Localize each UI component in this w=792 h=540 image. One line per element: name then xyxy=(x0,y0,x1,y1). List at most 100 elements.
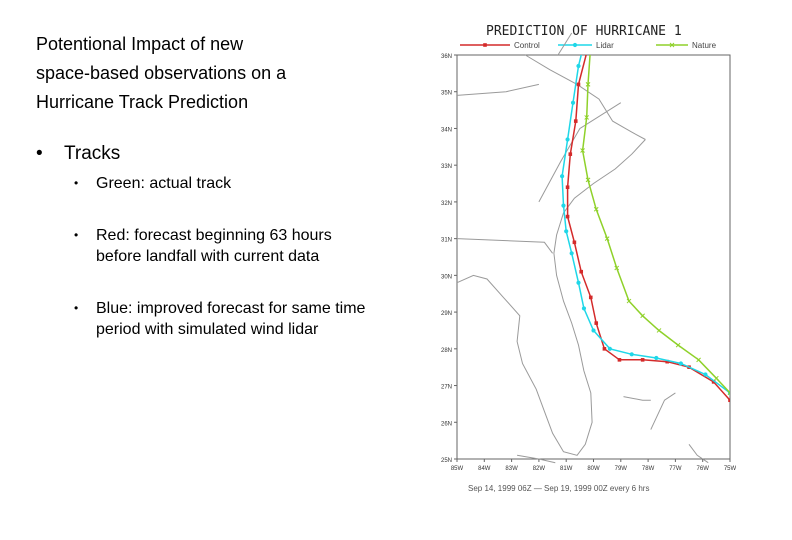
track-point-nature xyxy=(626,298,632,304)
bullet-dot: • xyxy=(36,143,43,164)
track-point-nature xyxy=(585,177,591,183)
track-point-lidar xyxy=(654,355,659,361)
x-tick-label: 81W xyxy=(560,466,573,472)
y-tick-label: 32N xyxy=(441,201,452,207)
track-point-nature xyxy=(593,206,599,212)
track-point-lidar xyxy=(591,328,596,333)
track-point-control xyxy=(665,359,670,364)
y-tick-label: 30N xyxy=(441,274,452,280)
coastline-segment xyxy=(525,54,646,140)
slide-title-line: Hurricane Track Prediction xyxy=(36,92,249,112)
y-tick-label: 34N xyxy=(441,127,452,133)
track-point-control xyxy=(588,295,593,300)
track-nature xyxy=(581,55,730,394)
x-tick-label: 77W xyxy=(669,466,682,472)
bullet-dot: • xyxy=(74,176,79,190)
track-point-lidar xyxy=(607,346,612,351)
legend-marker xyxy=(483,43,487,47)
x-tick-label: 78W xyxy=(642,466,655,472)
track-point-nature xyxy=(580,148,585,153)
coastline xyxy=(456,32,709,464)
track-point-lidar xyxy=(576,280,581,285)
bullet-dot: • xyxy=(74,301,79,315)
track-point-control xyxy=(565,185,570,190)
y-tick-label: 35N xyxy=(441,91,452,97)
x-tick-label: 79W xyxy=(615,466,628,472)
legend-label: Lidar xyxy=(596,41,614,50)
track-point-nature xyxy=(713,375,719,381)
legend-marker xyxy=(572,42,578,48)
track-point-control xyxy=(617,358,622,362)
sub-bullet-line: period with simulated wind lidar xyxy=(96,321,319,338)
y-tick-label: 29N xyxy=(441,311,452,317)
bullet-dot: • xyxy=(74,228,79,242)
sub-bullet-line: Red: forecast beginning 63 hours xyxy=(96,227,332,244)
track-point-nature xyxy=(604,236,610,241)
y-tick-label: 28N xyxy=(441,348,452,354)
track-point-control xyxy=(728,398,730,403)
track-point-nature xyxy=(614,265,620,271)
track-point-nature xyxy=(727,390,730,396)
x-tick-label: 80W xyxy=(587,466,600,472)
coastline-segment xyxy=(650,392,676,430)
y-tick-label: 36N xyxy=(441,54,452,60)
x-tick-label: 82W xyxy=(533,466,546,472)
legend-marker xyxy=(669,42,675,48)
track-point-control xyxy=(565,214,570,219)
map-title: PREDICTION OF HURRICANE 1 xyxy=(486,24,682,39)
track-point-nature xyxy=(656,328,662,333)
coastline-segment xyxy=(688,444,709,464)
track-point-lidar xyxy=(629,352,634,357)
bullet-label: Tracks xyxy=(64,143,121,164)
y-tick-label: 31N xyxy=(441,238,452,244)
axis-ticks: 25N 26N 27N 28N 29N 30N 31N 32N 33N 34N 35N 36N 85W 8… xyxy=(441,54,736,472)
track-point-nature xyxy=(584,115,590,120)
sub-bullet-line: Blue: improved forecast for same time xyxy=(96,300,366,317)
y-tick-label: 33N xyxy=(441,164,452,170)
coastline-segment xyxy=(456,139,646,456)
tracks xyxy=(560,46,730,403)
coastline-segment xyxy=(456,238,554,254)
track-point-nature xyxy=(585,82,591,87)
x-tick-label: 75W xyxy=(724,466,736,472)
track-point-lidar xyxy=(678,361,683,366)
coastline-segment xyxy=(538,102,622,203)
y-tick-label: 26N xyxy=(441,421,452,427)
slide-title: Potentional Impact of new space-based ob… xyxy=(36,30,396,117)
track-point-control xyxy=(586,46,590,50)
map-frame xyxy=(456,54,731,460)
x-tick-label: 83W xyxy=(505,466,518,472)
track-point-control xyxy=(640,358,645,362)
x-tick-label: 84W xyxy=(478,466,491,472)
coastline-segment xyxy=(557,32,573,56)
map-caption: Sep 14, 1999 06Z — Sep 19, 1999 00Z ever… xyxy=(468,484,649,493)
sub-bullet-line: before landfall with current data xyxy=(96,248,320,265)
track-point-nature xyxy=(675,342,681,348)
track-point-control xyxy=(573,119,578,123)
map-legend: Control Lidar Nature xyxy=(460,41,717,50)
track-point-lidar xyxy=(570,100,576,105)
track-point-lidar xyxy=(560,174,565,179)
track-point-control xyxy=(568,152,573,156)
y-tick-label: 27N xyxy=(441,385,452,391)
track-point-nature xyxy=(640,313,645,319)
x-tick-label: 85W xyxy=(451,466,464,472)
track-point-lidar xyxy=(569,251,574,256)
track-point-control xyxy=(579,269,584,274)
track-point-control xyxy=(576,82,581,87)
coastline-segment xyxy=(456,83,540,96)
slide-title-line: space-based observations on a xyxy=(36,63,287,83)
track-control xyxy=(566,55,730,401)
track-point-lidar xyxy=(565,137,570,142)
track-point-lidar xyxy=(576,63,581,69)
track-point-control xyxy=(572,240,577,245)
track-point-lidar xyxy=(561,203,566,208)
track-point-lidar xyxy=(564,229,569,234)
x-tick-label: 76W xyxy=(697,466,710,472)
track-point-lidar xyxy=(703,372,708,377)
legend-label: Nature xyxy=(692,41,717,50)
slide-title-line: Potentional Impact of new xyxy=(36,34,244,54)
coastline-segment xyxy=(623,396,651,401)
track-point-control xyxy=(602,347,607,351)
track-point-nature xyxy=(696,357,701,363)
